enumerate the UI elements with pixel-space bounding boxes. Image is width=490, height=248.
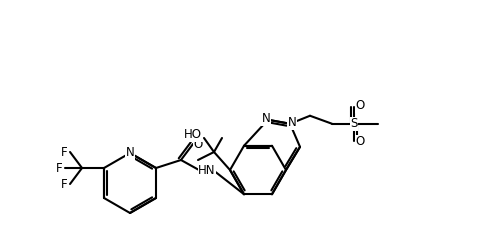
Text: F: F bbox=[60, 146, 67, 158]
Text: N: N bbox=[262, 112, 270, 125]
Text: N: N bbox=[288, 116, 296, 129]
Text: O: O bbox=[355, 99, 365, 112]
Text: HO: HO bbox=[184, 128, 202, 142]
Text: HN: HN bbox=[198, 163, 216, 177]
Text: N: N bbox=[125, 147, 134, 159]
Text: S: S bbox=[350, 117, 358, 130]
Text: F: F bbox=[55, 161, 62, 175]
Text: F: F bbox=[60, 178, 67, 190]
Text: O: O bbox=[194, 137, 202, 151]
Text: O: O bbox=[355, 135, 365, 148]
